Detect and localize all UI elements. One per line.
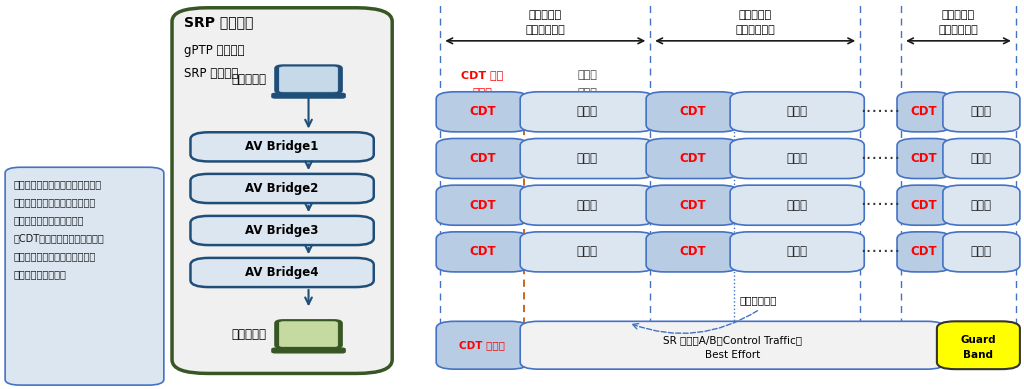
FancyBboxPatch shape (897, 185, 951, 225)
Text: その他: その他 (577, 245, 598, 258)
FancyBboxPatch shape (730, 232, 864, 272)
Text: サイクル時間: サイクル時間 (735, 25, 775, 35)
FancyBboxPatch shape (436, 185, 528, 225)
FancyBboxPatch shape (943, 185, 1020, 225)
Text: CDT: CDT (469, 199, 496, 212)
Text: CDT: CDT (910, 245, 937, 258)
Text: CDT: CDT (679, 105, 706, 118)
Text: その他: その他 (578, 70, 597, 80)
Text: 送信ノード: 送信ノード (231, 73, 266, 86)
Text: SRP ドメイン: SRP ドメイン (184, 67, 239, 80)
FancyBboxPatch shape (897, 92, 951, 132)
FancyBboxPatch shape (520, 138, 654, 179)
Text: その他: その他 (971, 199, 992, 212)
FancyBboxPatch shape (190, 132, 374, 161)
Text: ·······: ······· (860, 196, 901, 214)
Text: その他: その他 (786, 245, 808, 258)
Text: gPTP ドメイン: gPTP ドメイン (184, 44, 245, 57)
Text: 「CDT専用時間帯」には特別な: 「CDT専用時間帯」には特別な (13, 233, 104, 243)
Text: 時間帯: 時間帯 (472, 88, 493, 98)
Text: Band: Band (964, 350, 993, 360)
Text: その他: その他 (971, 152, 992, 165)
FancyBboxPatch shape (280, 67, 338, 92)
Text: 受信ノード: 受信ノード (231, 328, 266, 341)
Text: CDT: CDT (679, 245, 706, 258)
Text: Guard: Guard (961, 335, 996, 345)
FancyBboxPatch shape (280, 322, 338, 347)
Text: ·······: ······· (860, 243, 901, 261)
Text: 「その他時間帯」は、経路制御、: 「その他時間帯」は、経路制御、 (13, 179, 101, 189)
Text: CDT クラス: CDT クラス (460, 340, 505, 350)
FancyBboxPatch shape (646, 185, 738, 225)
Text: サイクル時間: サイクル時間 (525, 25, 565, 35)
FancyBboxPatch shape (436, 321, 528, 369)
FancyBboxPatch shape (190, 258, 374, 287)
FancyBboxPatch shape (730, 185, 864, 225)
Text: SRP クラウド: SRP クラウド (184, 15, 254, 29)
Text: CDT: CDT (910, 152, 937, 165)
Text: CDT: CDT (679, 199, 706, 212)
Text: その他: その他 (786, 105, 808, 118)
Text: サイクル２: サイクル２ (738, 10, 772, 20)
Text: CDT: CDT (469, 245, 496, 258)
FancyBboxPatch shape (272, 93, 345, 98)
Text: 優先制御、帯域制御で、メリハ: 優先制御、帯域制御で、メリハ (13, 197, 95, 207)
FancyBboxPatch shape (646, 138, 738, 179)
Text: その他: その他 (786, 152, 808, 165)
Text: 仕組みはなく、厳密なデータ量: 仕組みはなく、厳密なデータ量 (13, 251, 95, 261)
FancyBboxPatch shape (730, 138, 864, 179)
FancyBboxPatch shape (897, 232, 951, 272)
FancyBboxPatch shape (730, 92, 864, 132)
Text: CDT 専用: CDT 専用 (461, 70, 504, 80)
FancyBboxPatch shape (943, 138, 1020, 179)
Text: 設計が欠かせない。: 設計が欠かせない。 (13, 269, 67, 279)
FancyBboxPatch shape (897, 138, 951, 179)
FancyBboxPatch shape (436, 92, 528, 132)
Text: CDT: CDT (910, 199, 937, 212)
FancyBboxPatch shape (943, 92, 1020, 132)
FancyBboxPatch shape (943, 232, 1020, 272)
Text: Best Effort: Best Effort (705, 350, 760, 360)
Text: AV Bridge1: AV Bridge1 (246, 140, 318, 153)
FancyBboxPatch shape (646, 92, 738, 132)
Text: AV Bridge4: AV Bridge4 (246, 266, 318, 279)
Text: CDT: CDT (469, 152, 496, 165)
Text: CDT: CDT (910, 105, 937, 118)
FancyBboxPatch shape (275, 65, 342, 93)
Text: CDT: CDT (679, 152, 706, 165)
FancyBboxPatch shape (520, 185, 654, 225)
Text: リをつけた通信ができる。: リをつけた通信ができる。 (13, 215, 84, 225)
Text: その他: その他 (971, 245, 992, 258)
FancyBboxPatch shape (520, 232, 654, 272)
FancyBboxPatch shape (190, 216, 374, 245)
Text: その他: その他 (786, 199, 808, 212)
Text: ·······: ······· (860, 149, 901, 168)
FancyBboxPatch shape (520, 92, 654, 132)
FancyBboxPatch shape (937, 321, 1020, 369)
Text: 時間帯: 時間帯 (578, 88, 597, 98)
Text: その他: その他 (577, 105, 598, 118)
Text: SR クラスA/B、Control Traffic、: SR クラスA/B、Control Traffic、 (664, 335, 802, 345)
Text: AV Bridge2: AV Bridge2 (246, 182, 318, 195)
FancyBboxPatch shape (275, 320, 342, 348)
Text: その他: その他 (577, 152, 598, 165)
Text: その他: その他 (971, 105, 992, 118)
FancyBboxPatch shape (5, 167, 164, 385)
FancyBboxPatch shape (436, 138, 528, 179)
FancyBboxPatch shape (190, 174, 374, 203)
FancyBboxPatch shape (172, 8, 392, 373)
Text: その他時間帯: その他時間帯 (739, 295, 777, 305)
Text: サイクル時間: サイクル時間 (939, 25, 978, 35)
FancyBboxPatch shape (436, 232, 528, 272)
FancyBboxPatch shape (272, 348, 345, 353)
Text: その他: その他 (577, 199, 598, 212)
Text: ·······: ······· (860, 103, 901, 121)
Text: サイクル１: サイクル１ (528, 10, 562, 20)
Text: AV Bridge3: AV Bridge3 (246, 224, 318, 237)
Text: サイクルｎ: サイクルｎ (942, 10, 975, 20)
Text: CDT: CDT (469, 105, 496, 118)
FancyBboxPatch shape (520, 321, 945, 369)
FancyBboxPatch shape (646, 232, 738, 272)
